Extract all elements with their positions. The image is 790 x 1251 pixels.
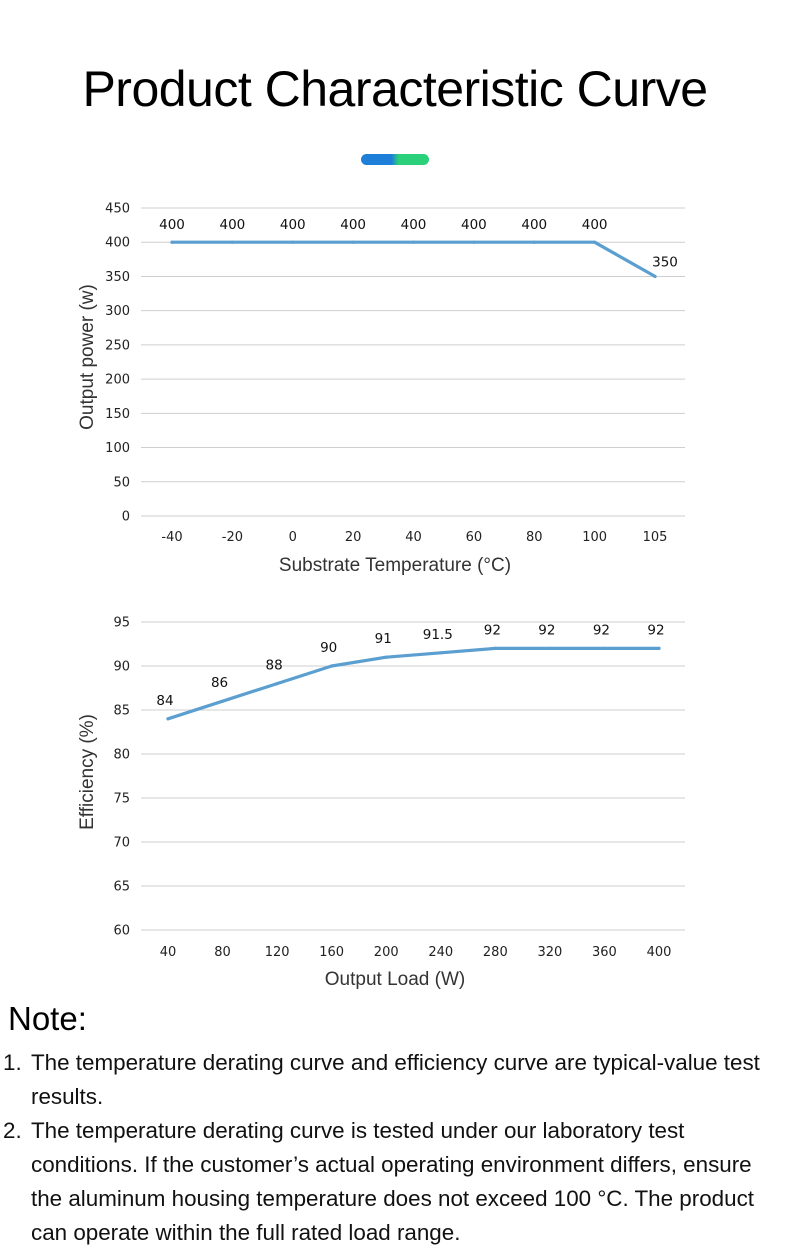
y-tick-label: 300 — [105, 304, 130, 319]
y-tick-label: 95 — [113, 616, 130, 631]
data-label: 400 — [461, 217, 487, 233]
data-label: 91.5 — [423, 627, 453, 643]
data-label: 86 — [211, 675, 228, 691]
data-point — [602, 646, 607, 650]
data-point — [351, 240, 355, 244]
data-point — [411, 240, 416, 244]
x-tick-label: 360 — [592, 945, 617, 960]
data-point — [532, 240, 536, 244]
y-tick-label: 85 — [113, 704, 130, 719]
data-label: 92 — [593, 622, 610, 638]
data-point — [230, 240, 234, 244]
data-point — [657, 646, 661, 650]
x-tick-label: 80 — [214, 945, 231, 960]
x-tick-label: 160 — [319, 945, 344, 960]
y-tick-label: 150 — [105, 407, 130, 422]
data-point — [593, 240, 597, 244]
note-text: The temperature derating curve is tested… — [31, 1118, 754, 1245]
y-tick-label: 350 — [105, 270, 130, 285]
x-tick-label: 400 — [647, 945, 672, 960]
data-point — [166, 717, 170, 721]
x-axis-title: Substrate Temperature (°C) — [279, 555, 511, 576]
x-tick-label: 40 — [160, 945, 177, 960]
series-line — [166, 646, 661, 721]
x-tick-label: 20 — [345, 530, 362, 545]
data-point — [220, 699, 225, 703]
note-text: The temperature derating curve and effic… — [31, 1050, 760, 1109]
data-label: 92 — [647, 622, 664, 638]
title-accent-bar — [361, 154, 429, 165]
y-tick-label: 65 — [113, 880, 130, 895]
data-label: 350 — [652, 254, 678, 270]
x-tick-label: 0 — [289, 530, 297, 545]
x-tick-label: 100 — [582, 530, 607, 545]
data-label: 91 — [375, 631, 392, 647]
data-label: 400 — [280, 217, 306, 233]
data-point — [653, 274, 657, 279]
y-tick-label: 70 — [113, 836, 130, 851]
y-tick-label: 250 — [105, 338, 130, 353]
y-tick-label: 0 — [122, 510, 130, 525]
x-tick-label: 60 — [466, 530, 483, 545]
x-tick-label: -40 — [161, 530, 182, 545]
note-item: 2. The temperature derating curve is tes… — [0, 1114, 790, 1250]
temperature-derating-chart: 0 50 100 150 200 250 300 350 400 450 -40 -20 0 20 40 60… — [77, 202, 685, 576]
data-point — [384, 655, 388, 659]
x-tick-label: 280 — [483, 945, 508, 960]
y-axis-title: Efficiency (%) — [77, 714, 98, 830]
x-tick-label: -20 — [222, 530, 243, 545]
data-point — [472, 240, 476, 244]
x-tick-label: 105 — [643, 530, 668, 545]
data-label: 90 — [320, 640, 337, 656]
data-point — [291, 240, 295, 244]
data-label: 92 — [538, 622, 555, 638]
y-tick-label: 450 — [105, 202, 130, 217]
data-point — [275, 682, 279, 686]
y-tick-label: 80 — [113, 748, 130, 763]
note-number: 1. — [3, 1050, 22, 1075]
x-tick-label: 240 — [428, 945, 453, 960]
y-tick-label: 90 — [113, 660, 130, 675]
data-label: 400 — [219, 217, 245, 233]
y-tick-label: 60 — [113, 924, 130, 939]
note-heading: Note: — [8, 1000, 87, 1037]
data-label: 400 — [401, 217, 427, 233]
data-point — [548, 646, 552, 650]
x-tick-label: 120 — [265, 945, 290, 960]
note-item: 1. The temperature derating curve and ef… — [0, 1046, 790, 1114]
page-title: Product Characteristic Curve — [82, 61, 708, 117]
y-tick-label: 100 — [105, 441, 130, 456]
data-point — [439, 651, 443, 655]
series-line — [170, 240, 657, 279]
data-point — [170, 240, 174, 244]
y-tick-label: 75 — [113, 792, 130, 807]
data-point — [330, 664, 334, 668]
x-tick-label: 80 — [526, 530, 543, 545]
x-tick-label: 200 — [374, 945, 399, 960]
data-label: 400 — [521, 217, 547, 233]
y-tick-label: 50 — [113, 475, 130, 490]
data-label: 92 — [484, 622, 501, 638]
data-label: 400 — [582, 217, 608, 233]
efficiency-chart: 60 65 70 75 80 85 90 95 40 80 120 160 200 240 280 320 36… — [77, 616, 685, 990]
notes-list: 1. The temperature derating curve and ef… — [0, 1046, 790, 1250]
data-label: 400 — [159, 217, 185, 233]
y-axis-title: Output power (w) — [77, 284, 98, 430]
x-tick-label: 320 — [537, 945, 562, 960]
data-point — [493, 646, 497, 650]
x-tick-label: 40 — [405, 530, 422, 545]
data-label: 400 — [340, 217, 366, 233]
data-label: 88 — [266, 658, 283, 674]
y-tick-label: 200 — [105, 373, 130, 388]
y-tick-label: 400 — [105, 236, 130, 251]
x-axis-title: Output Load (W) — [325, 969, 465, 990]
note-number: 2. — [3, 1118, 22, 1143]
data-label: 84 — [156, 693, 173, 709]
